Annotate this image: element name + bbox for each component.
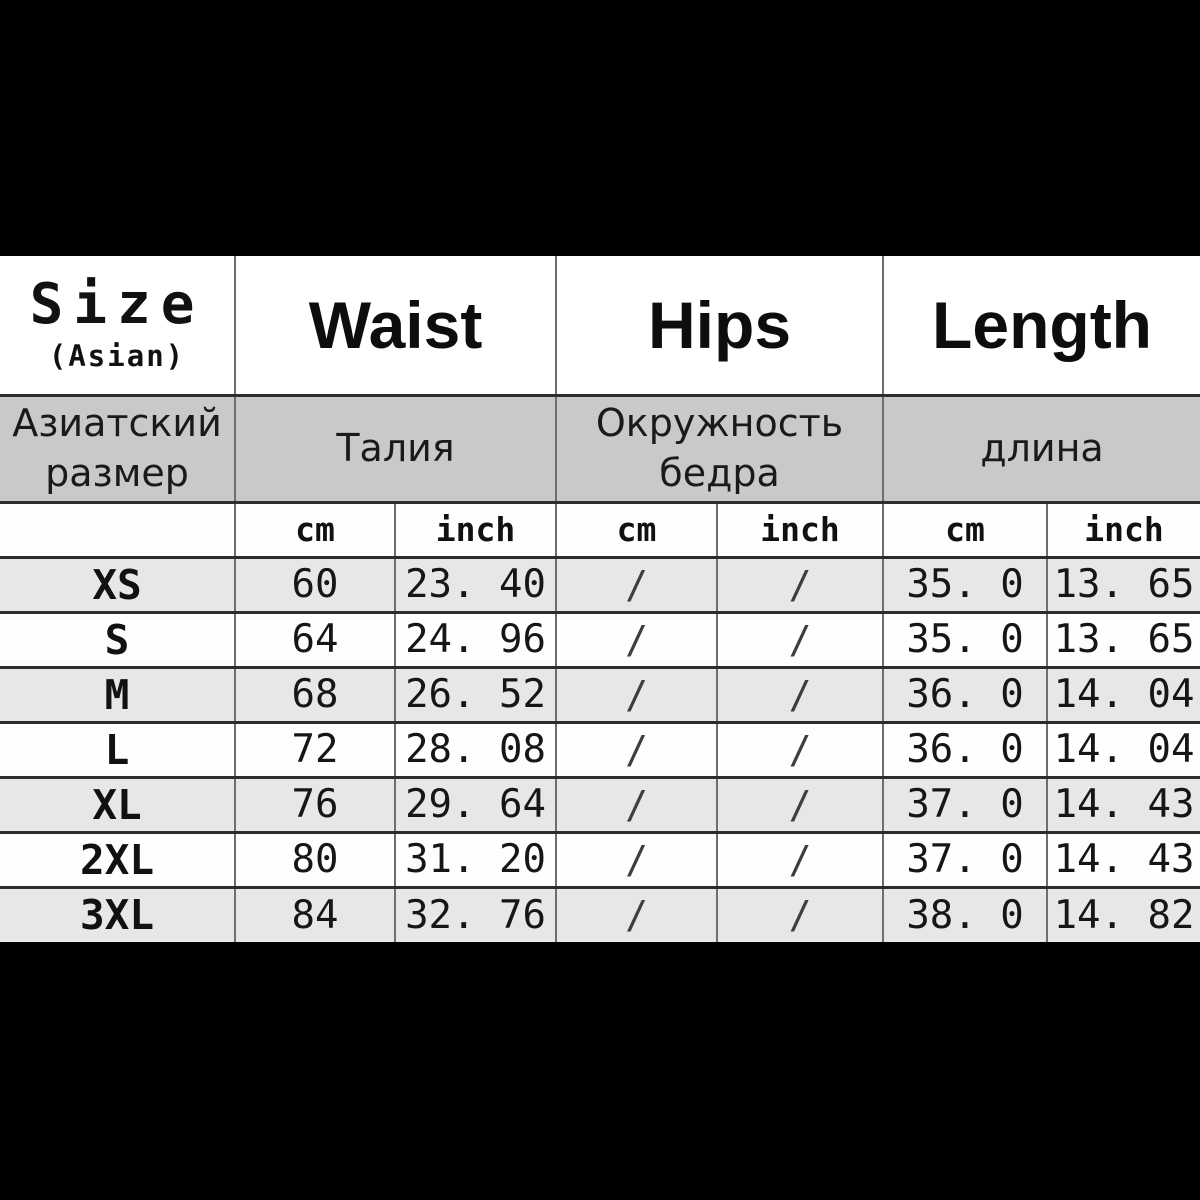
- waist-cm-value: 68: [234, 665, 395, 722]
- hips-inch-value: /: [716, 885, 884, 942]
- waist-cm-value: 76: [234, 775, 395, 832]
- size-label: XL: [0, 775, 235, 832]
- length-inch-value: 14. 04: [1046, 665, 1200, 722]
- hips-inch-header: inch: [716, 500, 884, 557]
- waist-inch-value: 26. 52: [393, 665, 557, 722]
- header-size-ru-label: Азиатский размер: [0, 393, 235, 502]
- header-row-russian: Азиатский размер Талия Окружность бедра …: [0, 393, 1200, 502]
- length-inch-value: 14. 82: [1046, 885, 1200, 942]
- hips-inch-value: /: [716, 720, 884, 777]
- waist-cm-value: 64: [234, 610, 395, 667]
- size-row-m: M 68 26. 52 / / 36. 0 14. 04: [0, 665, 1200, 722]
- size-label: 2XL: [0, 830, 235, 887]
- hips-cm-value: /: [555, 665, 718, 722]
- hips-inch-value: /: [716, 665, 884, 722]
- waist-inch-value: 28. 08: [393, 720, 557, 777]
- size-label: L: [0, 720, 235, 777]
- header-waist-label: Waist: [233, 256, 557, 395]
- size-row-xl: XL 76 29. 64 / / 37. 0 14. 43: [0, 775, 1200, 832]
- header-row-units: cm inch cm inch cm inch: [0, 500, 1200, 557]
- header-size-label: Size: [29, 272, 205, 338]
- waist-cm-value: 84: [234, 885, 395, 942]
- waist-inch-value: 31. 20: [393, 830, 557, 887]
- hips-inch-value: /: [716, 830, 884, 887]
- hips-cm-value: /: [555, 885, 718, 942]
- length-cm-value: 35. 0: [882, 555, 1048, 612]
- header-hips-ru-label: Окружность бедра: [555, 393, 884, 502]
- length-inch-value: 13. 65: [1046, 610, 1200, 667]
- length-cm-value: 38. 0: [882, 885, 1048, 942]
- header-row-english: Size (Asian) Waist Hips Length: [0, 256, 1200, 395]
- length-cm-value: 37. 0: [882, 830, 1048, 887]
- size-chart-table: Size (Asian) Waist Hips Length Азиатский…: [0, 256, 1200, 942]
- size-row-xs: XS 60 23. 40 / / 35. 0 13. 65: [0, 555, 1200, 612]
- size-label: XS: [0, 555, 235, 612]
- waist-cm-value: 80: [234, 830, 395, 887]
- size-row-s: S 64 24. 96 / / 35. 0 13. 65: [0, 610, 1200, 667]
- header-waist-ru-label: Талия: [233, 393, 557, 502]
- length-cm-value: 36. 0: [882, 720, 1048, 777]
- size-row-l: L 72 28. 08 / / 36. 0 14. 04: [0, 720, 1200, 777]
- hips-inch-value: /: [716, 775, 884, 832]
- length-inch-header: inch: [1046, 500, 1200, 557]
- length-inch-value: 14. 43: [1046, 775, 1200, 832]
- size-label: 3XL: [0, 885, 235, 942]
- length-inch-value: 14. 43: [1046, 830, 1200, 887]
- length-cm-header: cm: [882, 500, 1048, 557]
- hips-cm-value: /: [555, 555, 718, 612]
- size-chart-area: Size (Asian) Waist Hips Length Азиатский…: [0, 256, 1200, 942]
- header-length-ru-label: длина: [882, 393, 1200, 502]
- header-length-label: Length: [882, 256, 1200, 395]
- size-row-2xl: 2XL 80 31. 20 / / 37. 0 14. 43: [0, 830, 1200, 887]
- hips-cm-value: /: [555, 720, 718, 777]
- waist-cm-value: 60: [234, 555, 395, 612]
- length-inch-value: 13. 65: [1046, 555, 1200, 612]
- hips-inch-value: /: [716, 555, 884, 612]
- size-row-3xl: 3XL 84 32. 76 / / 38. 0 14. 82: [0, 885, 1200, 942]
- waist-cm-value: 72: [234, 720, 395, 777]
- length-cm-value: 36. 0: [882, 665, 1048, 722]
- length-cm-value: 37. 0: [882, 775, 1048, 832]
- units-empty-cell: [0, 500, 235, 557]
- waist-cm-header: cm: [234, 500, 395, 557]
- waist-inch-header: inch: [393, 500, 557, 557]
- size-label: S: [0, 610, 235, 667]
- size-label: M: [0, 665, 235, 722]
- hips-cm-value: /: [555, 775, 718, 832]
- waist-inch-value: 24. 96: [393, 610, 557, 667]
- hips-cm-value: /: [555, 830, 718, 887]
- hips-cm-value: /: [555, 610, 718, 667]
- header-hips-label: Hips: [555, 256, 884, 395]
- header-size-sub-label: (Asian): [48, 339, 186, 374]
- waist-inch-value: 23. 40: [393, 555, 557, 612]
- header-size-cell: Size (Asian): [0, 256, 235, 395]
- length-cm-value: 35. 0: [882, 610, 1048, 667]
- hips-inch-value: /: [716, 610, 884, 667]
- waist-inch-value: 32. 76: [393, 885, 557, 942]
- length-inch-value: 14. 04: [1046, 720, 1200, 777]
- waist-inch-value: 29. 64: [393, 775, 557, 832]
- hips-cm-header: cm: [555, 500, 718, 557]
